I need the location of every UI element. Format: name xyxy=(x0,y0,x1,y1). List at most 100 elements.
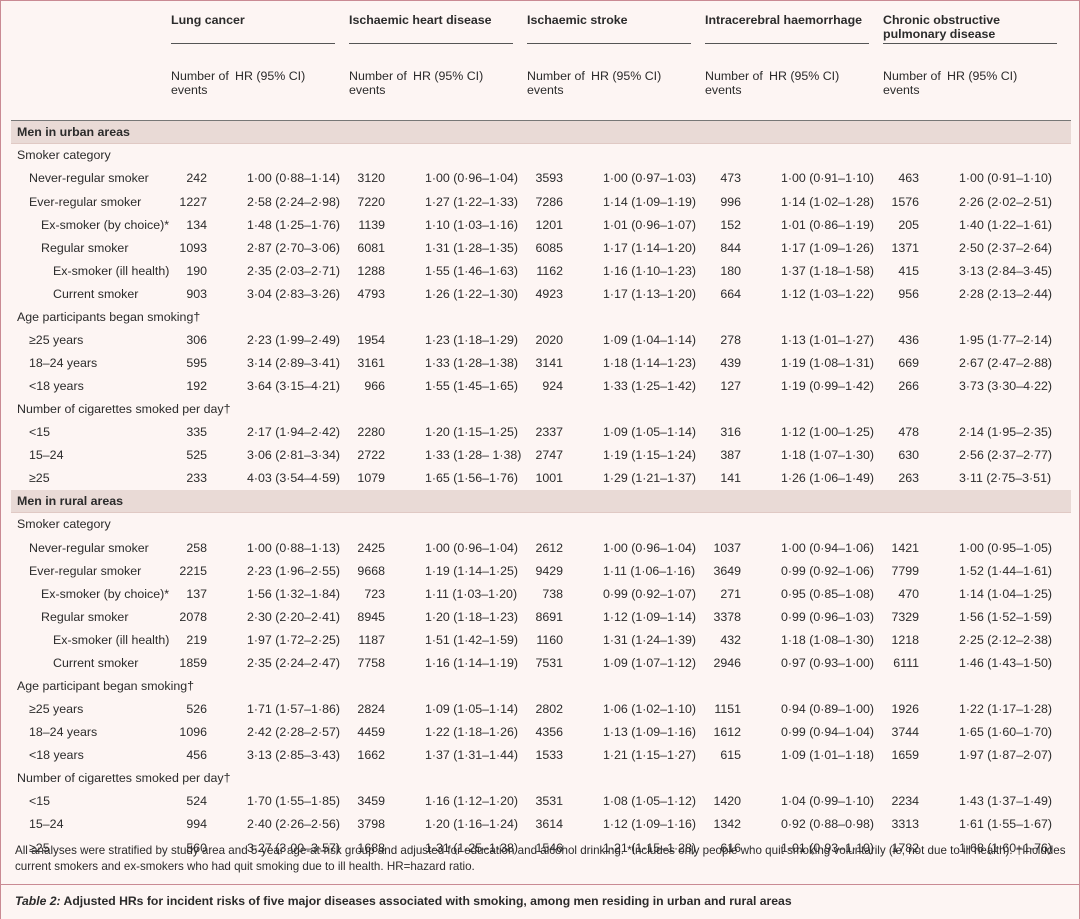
events-cell: 387 xyxy=(720,448,742,463)
table-row: 18–24 years 1096 2·42 (2·28–2·57) 4459 1·22 … xyxy=(11,721,1071,744)
hr-cell: 0·92 (0·88–0·98) xyxy=(781,817,874,832)
row-label: Ex-smoker (ill health) xyxy=(53,632,170,647)
disease-name: Ischaemic heart disease xyxy=(349,13,514,44)
events-column-header: Number of events xyxy=(171,55,235,121)
hr-cell: 0·95 (0·85–1·08) xyxy=(781,586,874,601)
hr-cell: 1·61 (1·55–1·67) xyxy=(959,817,1053,832)
hr-cell: 1·14 (1·04–1·25) xyxy=(959,586,1053,601)
hr-cell: 1·52 (1·44–1·61) xyxy=(959,563,1053,578)
events-cell: 316 xyxy=(720,425,742,440)
hr-cell: 1·00 (0·88–1·13) xyxy=(247,540,340,555)
hr-cell: 1·19 (1·08–1·31) xyxy=(781,356,874,371)
events-cell: 1227 xyxy=(179,194,207,209)
events-cell: 473 xyxy=(720,171,742,186)
hr-cell: 1·01 (0·96–1·07) xyxy=(603,217,696,232)
hr-cell: 1·21 (1·15–1·27) xyxy=(603,748,696,763)
hr-cell: 1·29 (1·21–1·37) xyxy=(603,471,696,486)
row-label: Regular smoker xyxy=(41,240,129,255)
events-cell: 1288 xyxy=(357,263,385,278)
events-cell: 7799 xyxy=(891,563,920,578)
events-cell: 1001 xyxy=(535,471,564,486)
hr-cell: 1·16 (1·12–1·20) xyxy=(425,794,518,809)
events-cell: 456 xyxy=(186,748,207,763)
events-cell: 8945 xyxy=(357,609,385,624)
hr-column-header: HR (95% CI) xyxy=(591,55,706,121)
events-cell: 996 xyxy=(720,194,742,209)
events-cell: 478 xyxy=(898,425,920,440)
events-cell: 278 xyxy=(720,332,742,347)
hr-cell: 0·94 (0·89–1·00) xyxy=(781,702,874,717)
events-cell: 190 xyxy=(186,263,207,278)
hr-cell: 1·22 (1·17–1·28) xyxy=(959,702,1053,717)
events-cell: 4356 xyxy=(535,725,564,740)
events-cell: 205 xyxy=(898,217,920,232)
events-cell: 595 xyxy=(186,356,207,371)
row-label: Ever-regular smoker xyxy=(29,194,142,209)
hr-cell: 1·26 (1·06–1·49) xyxy=(781,471,874,486)
hr-cell: 1·00 (0·96–1·04) xyxy=(603,540,696,555)
hr-cell: 1·68 (1·60–1·76) xyxy=(959,840,1053,855)
row-label: ≥25 xyxy=(29,840,50,855)
row-label: Ever-regular smoker xyxy=(29,563,142,578)
hr-cell: 1·12 (1·09–1·16) xyxy=(603,817,696,832)
hr-cell: 2·17 (1·94–2·42) xyxy=(247,425,340,440)
events-cell: 1093 xyxy=(179,240,207,255)
hr-cell: 2·50 (2·37–2·64) xyxy=(959,240,1053,255)
row-label: Current smoker xyxy=(53,286,139,301)
table-row: Ex-smoker (ill health) 190 2·35 (2·03–2·71… xyxy=(11,259,1071,282)
row-label: Ex-smoker (ill health) xyxy=(53,263,170,278)
events-cell: 738 xyxy=(542,586,564,601)
events-cell: 2802 xyxy=(535,702,564,717)
events-cell: 1420 xyxy=(713,794,742,809)
hr-cell: 4·03 (3·54–4·59) xyxy=(247,471,340,486)
hr-cell: 1·16 (1·14–1·19) xyxy=(425,656,518,670)
table-row: 15–24 525 3·06 (2·81–3·34) 2722 1·33 (1·28– … xyxy=(11,444,1071,467)
disease-name: Intracerebral haemorrhage xyxy=(705,13,870,44)
table-row: Ex-smoker (by choice)* 134 1·48 (1·25–1·76… xyxy=(11,213,1071,236)
events-cell: 439 xyxy=(720,356,742,371)
hr-cell: 1·65 (1·60–1·70) xyxy=(959,725,1053,740)
caption-text: Adjusted HRs for incident risks of five … xyxy=(60,894,792,908)
events-cell: 233 xyxy=(186,471,207,486)
events-cell: 2020 xyxy=(535,332,564,347)
table-caption: Table 2: Adjusted HRs for incident risks… xyxy=(1,884,1079,919)
hr-cell: 1·22 (1·18–1·26) xyxy=(425,725,518,740)
row-label: ≥25 years xyxy=(29,332,84,347)
hr-cell: 1·26 (1·22–1·30) xyxy=(425,286,518,301)
hr-cell: 1·31 (1·28–1·35) xyxy=(425,240,518,255)
row-label: <18 years xyxy=(29,748,84,763)
table-row: <15 335 2·17 (1·94–2·42) 2280 1·20 (1·15–1·2… xyxy=(11,421,1071,444)
events-cell: 664 xyxy=(720,286,742,301)
hr-column-header: HR (95% CI) xyxy=(413,55,528,121)
events-cell: 630 xyxy=(898,448,920,463)
group-title: Age participant began smoking† xyxy=(17,679,195,694)
events-cell: 615 xyxy=(720,748,742,763)
events-cell: 1342 xyxy=(713,817,742,832)
hr-cell: 1·19 (1·14–1·25) xyxy=(425,563,518,578)
disease-header: Intracerebral haemorrhage xyxy=(705,1,883,55)
hr-cell: 1·00 (0·91–1·10) xyxy=(959,171,1053,186)
events-cell: 263 xyxy=(898,471,920,486)
events-cell: 1782 xyxy=(891,840,920,855)
group-row: Smoker category xyxy=(11,144,1071,168)
events-cell: 1688 xyxy=(357,840,385,855)
row-label: ≥25 years xyxy=(29,702,84,717)
events-cell: 844 xyxy=(720,240,742,255)
events-cell: 956 xyxy=(898,286,920,301)
events-cell: 463 xyxy=(898,171,920,186)
hr-cell: 2·58 (2·24–2·98) xyxy=(247,194,340,209)
hr-cell: 2·40 (2·26–2·56) xyxy=(247,817,340,832)
events-cell: 1037 xyxy=(713,540,742,555)
hr-cell: 1·11 (1·03–1·20) xyxy=(425,586,518,601)
table-row: Current smoker 1859 2·35 (2·24–2·47) 7758 1·… xyxy=(11,652,1071,675)
events-cell: 9668 xyxy=(357,563,385,578)
events-cell: 3649 xyxy=(713,563,742,578)
hr-cell: 1·00 (0·96–1·04) xyxy=(425,171,518,186)
hr-cell: 1·08 (1·05–1·12) xyxy=(603,794,696,809)
hr-cell: 1·51 (1·42–1·59) xyxy=(425,632,518,647)
events-cell: 1160 xyxy=(536,632,564,647)
events-cell: 616 xyxy=(720,840,742,855)
hr-cell: 3·11 (2·75–3·51) xyxy=(959,471,1052,486)
hr-cell: 1·56 (1·32–1·84) xyxy=(247,586,340,601)
group-title: Number of cigarettes smoked per day† xyxy=(17,771,231,786)
